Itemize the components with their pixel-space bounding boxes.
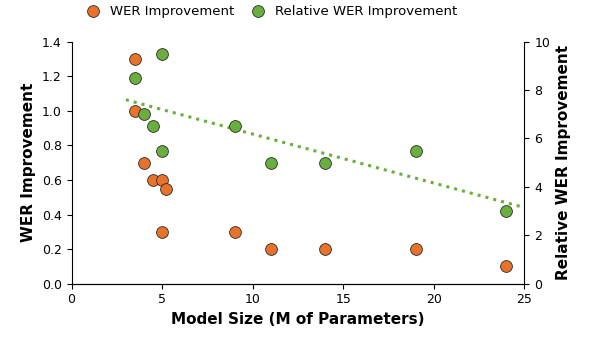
WER Improvement [157, 229, 167, 235]
WER Improvement [157, 177, 167, 183]
Relative WER Improvement [157, 148, 167, 153]
Relative WER Improvement [130, 75, 139, 81]
Legend: WER Improvement, Relative WER Improvement: WER Improvement, Relative WER Improvemen… [74, 0, 462, 23]
Relative WER Improvement [230, 124, 240, 129]
X-axis label: Model Size (M of Parameters): Model Size (M of Parameters) [171, 312, 425, 327]
WER Improvement [161, 186, 170, 191]
Relative WER Improvement [411, 148, 421, 153]
Relative WER Improvement [321, 160, 330, 165]
WER Improvement [130, 56, 139, 62]
Relative WER Improvement [148, 124, 158, 129]
WER Improvement [148, 177, 158, 183]
Relative WER Improvement [139, 111, 149, 117]
WER Improvement [130, 108, 139, 113]
Y-axis label: Relative WER Improvement: Relative WER Improvement [555, 45, 570, 280]
WER Improvement [266, 246, 275, 252]
Relative WER Improvement [157, 51, 167, 56]
Relative WER Improvement [502, 208, 511, 214]
WER Improvement [411, 246, 421, 252]
WER Improvement [321, 246, 330, 252]
WER Improvement [502, 264, 511, 269]
WER Improvement [139, 160, 149, 165]
WER Improvement [230, 229, 240, 235]
Y-axis label: WER Improvement: WER Improvement [21, 83, 36, 242]
Relative WER Improvement [266, 160, 275, 165]
